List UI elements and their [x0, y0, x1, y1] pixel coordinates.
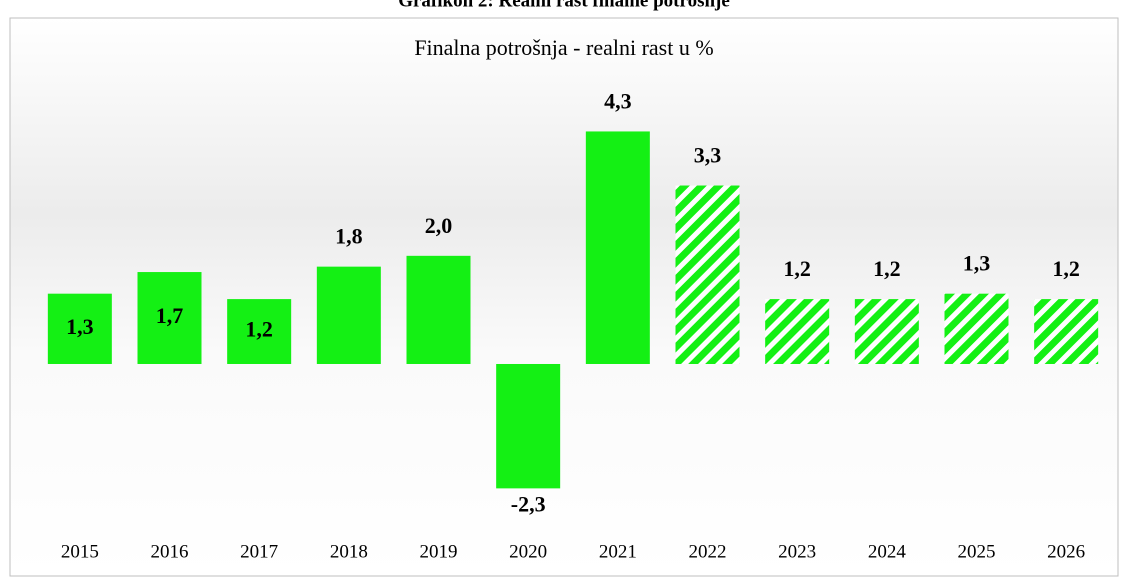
bar	[406, 255, 471, 364]
value-label: 1,2	[1052, 256, 1080, 281]
x-tick-label: 2025	[958, 541, 996, 562]
bar	[944, 293, 1009, 364]
value-label: 2,0	[425, 213, 453, 238]
value-label: 1,7	[156, 303, 184, 328]
bar	[496, 363, 561, 489]
bar	[137, 272, 202, 364]
x-tick-label: 2021	[599, 541, 637, 562]
x-tick-label: 2017	[240, 541, 278, 562]
x-tick-label: 2018	[330, 541, 368, 562]
x-tick-label: 2026	[1047, 541, 1085, 562]
x-tick-label: 2023	[778, 541, 816, 562]
x-tick-label: 2019	[420, 541, 458, 562]
bar	[227, 299, 292, 364]
value-label: 1,2	[873, 256, 901, 281]
x-tick-label: 2022	[689, 541, 727, 562]
value-label: 1,2	[783, 256, 811, 281]
bar	[585, 131, 650, 364]
value-label: 1,3	[963, 251, 991, 276]
value-label: 1,2	[245, 317, 273, 342]
bar	[1034, 299, 1099, 364]
value-label: -2,3	[511, 491, 546, 516]
bar	[854, 299, 919, 364]
value-label: 3,3	[694, 143, 722, 168]
x-tick-label: 2020	[509, 541, 547, 562]
bar	[765, 299, 830, 364]
bar	[675, 185, 740, 364]
value-label: 1,8	[335, 224, 363, 249]
caption: Grafikon 2: Realni rast finalne potrošnj…	[398, 0, 730, 11]
chart-title: Finalna potrošnja - realni rast u %	[414, 35, 713, 60]
x-tick-label: 2024	[868, 541, 907, 562]
x-tick-label: 2016	[151, 541, 189, 562]
value-label: 4,3	[604, 88, 632, 113]
bar	[47, 293, 112, 364]
value-label: 1,3	[66, 314, 94, 339]
x-tick-label: 2015	[61, 541, 99, 562]
bar	[316, 266, 381, 364]
